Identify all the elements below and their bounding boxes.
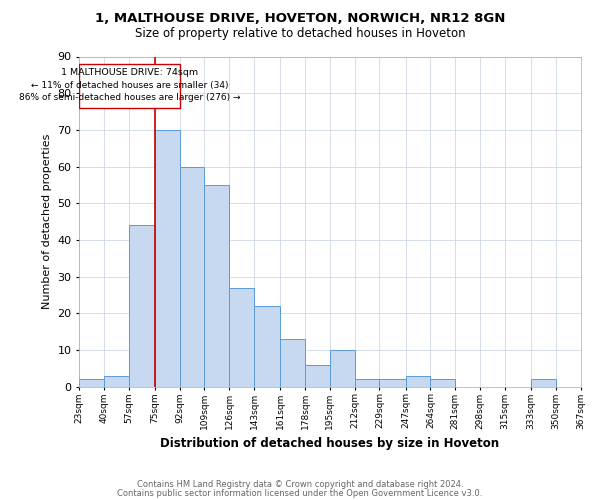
X-axis label: Distribution of detached houses by size in Hoveton: Distribution of detached houses by size … bbox=[160, 437, 499, 450]
Text: Contains HM Land Registry data © Crown copyright and database right 2024.: Contains HM Land Registry data © Crown c… bbox=[137, 480, 463, 489]
Text: Size of property relative to detached houses in Hoveton: Size of property relative to detached ho… bbox=[134, 28, 466, 40]
Bar bbox=[205, 185, 229, 386]
Bar bbox=[79, 64, 179, 108]
Bar bbox=[179, 166, 205, 386]
Bar bbox=[104, 376, 128, 386]
Text: ← 11% of detached houses are smaller (34): ← 11% of detached houses are smaller (34… bbox=[31, 81, 228, 90]
Bar bbox=[355, 380, 379, 386]
Bar bbox=[330, 350, 355, 387]
Bar bbox=[430, 380, 455, 386]
Bar bbox=[79, 380, 104, 386]
Bar bbox=[254, 306, 280, 386]
Bar bbox=[229, 288, 254, 386]
Bar bbox=[531, 380, 556, 386]
Text: Contains public sector information licensed under the Open Government Licence v3: Contains public sector information licen… bbox=[118, 488, 482, 498]
Text: 1 MALTHOUSE DRIVE: 74sqm: 1 MALTHOUSE DRIVE: 74sqm bbox=[61, 68, 198, 77]
Bar bbox=[280, 339, 305, 386]
Bar bbox=[305, 364, 330, 386]
Bar bbox=[406, 376, 430, 386]
Bar bbox=[155, 130, 179, 386]
Text: 1, MALTHOUSE DRIVE, HOVETON, NORWICH, NR12 8GN: 1, MALTHOUSE DRIVE, HOVETON, NORWICH, NR… bbox=[95, 12, 505, 26]
Bar bbox=[379, 380, 406, 386]
Y-axis label: Number of detached properties: Number of detached properties bbox=[42, 134, 52, 310]
Bar bbox=[128, 226, 155, 386]
Text: 86% of semi-detached houses are larger (276) →: 86% of semi-detached houses are larger (… bbox=[19, 94, 240, 102]
